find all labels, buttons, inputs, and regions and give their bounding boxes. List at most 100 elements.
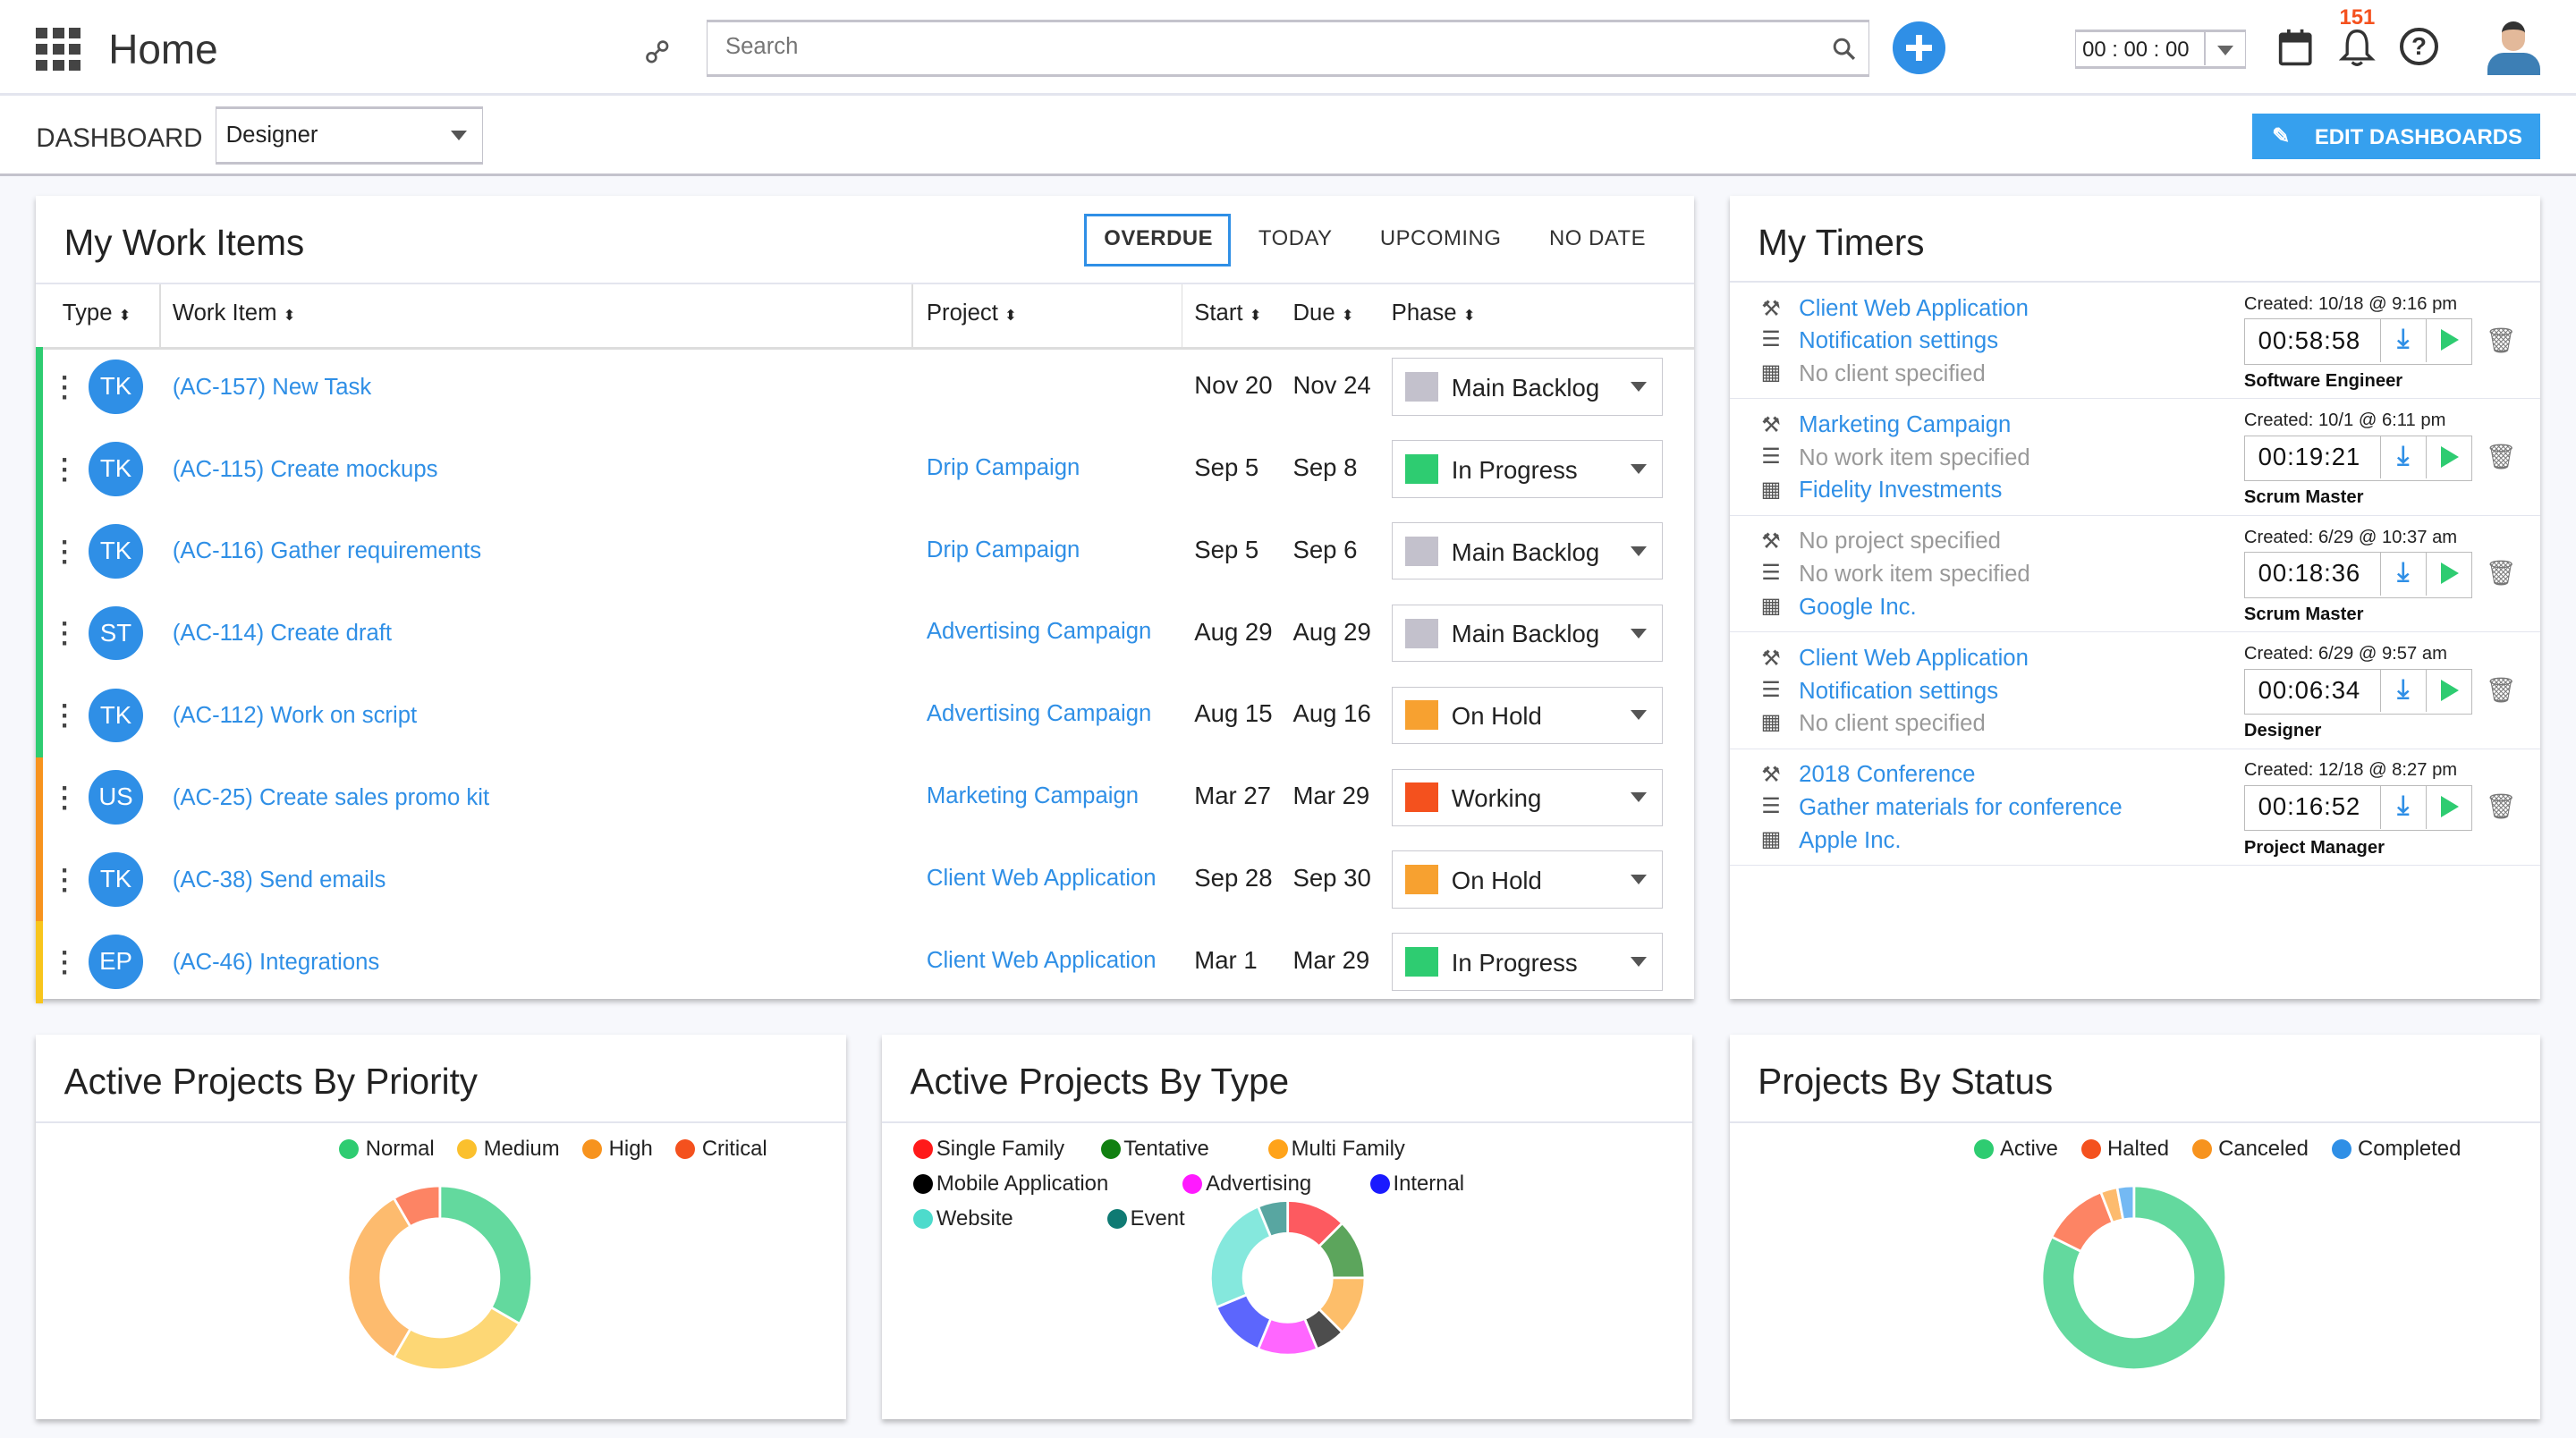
work-item-link[interactable]: (AC-112) Work on script <box>172 703 418 729</box>
table-row[interactable]: · · · ST (AC-114) Create draft Advertising… <box>36 593 1693 675</box>
trash-icon[interactable]: 🗑 <box>2485 792 2517 821</box>
timer-work-item[interactable]: Notification settings <box>1799 678 1999 704</box>
legend-item[interactable]: High <box>582 1137 653 1162</box>
legend-item[interactable]: Single Family <box>913 1137 1078 1162</box>
legend-item[interactable]: Active <box>1973 1137 2058 1162</box>
notification-count[interactable]: 151 <box>2339 4 2376 30</box>
assignee-avatar[interactable]: US <box>89 770 143 825</box>
timer-client[interactable]: Google Inc. <box>1799 594 1917 620</box>
column-header-due[interactable]: Due ⬍ <box>1292 300 1353 326</box>
start-timer-button[interactable] <box>2425 436 2470 479</box>
donut-slice-medium[interactable] <box>392 1306 522 1372</box>
donut-slice-event[interactable] <box>1257 1199 1290 1239</box>
tab-overdue[interactable] <box>1084 213 1231 266</box>
work-item-link[interactable]: (AC-116) Gather requirements <box>172 538 482 564</box>
tab-no-date[interactable]: NO DATE <box>1549 226 1647 251</box>
legend-item[interactable]: Event <box>1106 1206 1354 1231</box>
assignee-avatar[interactable]: TK <box>89 852 143 907</box>
trash-icon[interactable]: 🗑 <box>2485 326 2517 354</box>
assignee-avatar[interactable]: ST <box>89 605 143 661</box>
row-menu-icon[interactable]: · · · <box>60 609 70 659</box>
start-timer-button[interactable] <box>2425 553 2470 596</box>
save-time-button[interactable]: ⤓ <box>2379 319 2426 363</box>
start-timer-button[interactable] <box>2425 669 2470 713</box>
donut-slice-critical[interactable] <box>392 1184 442 1229</box>
legend-item[interactable]: Tentative <box>1100 1137 1246 1162</box>
legend-item[interactable]: Medium <box>457 1137 560 1162</box>
apps-grid-icon[interactable] <box>36 28 80 71</box>
add-button[interactable] <box>1892 21 1945 74</box>
phase-select[interactable]: In Progress <box>1391 440 1663 498</box>
edit-dashboards-button[interactable]: ✎ EDIT DASHBOARDS <box>2252 113 2540 160</box>
assignee-avatar[interactable]: EP <box>89 935 143 989</box>
work-item-link[interactable]: (AC-114) Create draft <box>172 621 393 647</box>
phase-select[interactable]: Main Backlog <box>1391 522 1663 580</box>
global-timer[interactable]: 00 : 00 : 00 <box>2074 30 2246 70</box>
row-menu-icon[interactable]: · · · <box>60 855 70 905</box>
bell-icon[interactable] <box>2339 28 2376 67</box>
row-menu-icon[interactable]: · · · <box>60 527 70 577</box>
donut-slice-completed[interactable] <box>2115 1184 2136 1222</box>
row-menu-icon[interactable]: · · · <box>60 444 70 495</box>
save-time-button[interactable]: ⤓ <box>2379 785 2426 829</box>
timer-project[interactable]: Client Web Application <box>1799 645 2029 671</box>
calendar-icon[interactable] <box>2277 28 2313 67</box>
search-icon[interactable] <box>1833 38 1856 61</box>
row-menu-icon[interactable]: · · · <box>60 937 70 987</box>
phase-select[interactable]: On Hold <box>1391 686 1663 744</box>
table-row[interactable]: · · · TK (AC-38) Send emails Client Web Ap… <box>36 839 1693 922</box>
work-item-link[interactable]: (AC-38) Send emails <box>172 867 386 892</box>
work-item-link[interactable]: (AC-157) New Task <box>172 374 372 400</box>
column-header-type[interactable]: Type ⬍ <box>63 300 131 326</box>
phase-select[interactable]: In Progress <box>1391 933 1663 991</box>
project-link[interactable]: Marketing Campaign <box>926 783 1140 809</box>
legend-item[interactable]: Completed <box>2331 1137 2461 1162</box>
column-header-work-item[interactable]: Work Item ⬍ <box>173 300 296 326</box>
legend-item[interactable]: Advertising <box>1182 1172 1347 1197</box>
column-header-phase[interactable]: Phase ⬍ <box>1392 300 1476 326</box>
row-menu-icon[interactable]: · · · <box>60 691 70 741</box>
donut-slice-website[interactable] <box>1209 1205 1273 1309</box>
legend-item[interactable]: Canceled <box>2191 1137 2309 1162</box>
donut-slice-high[interactable] <box>347 1196 413 1359</box>
phase-select[interactable]: Working <box>1391 768 1663 826</box>
save-time-button[interactable]: ⤓ <box>2379 669 2426 713</box>
row-menu-icon[interactable]: · · · <box>60 774 70 824</box>
dashboard-select[interactable]: Designer <box>215 106 483 165</box>
project-link[interactable]: Client Web Application <box>926 865 1157 891</box>
link-icon[interactable]: ⚯ <box>634 29 681 75</box>
search-input[interactable] <box>724 33 1793 60</box>
timer-client[interactable]: Fidelity Investments <box>1799 478 2003 503</box>
phase-select[interactable]: Main Backlog <box>1391 358 1663 416</box>
project-link[interactable]: Client Web Application <box>926 947 1157 973</box>
help-icon[interactable]: ? <box>2400 28 2438 66</box>
assignee-avatar[interactable]: TK <box>89 688 143 743</box>
timer-project[interactable]: Marketing Campaign <box>1799 412 2012 437</box>
project-link[interactable]: Advertising Campaign <box>926 701 1152 727</box>
tab-upcoming[interactable]: UPCOMING <box>1379 226 1502 251</box>
save-time-button[interactable]: ⤓ <box>2379 436 2426 479</box>
work-item-link[interactable]: (AC-46) Integrations <box>172 949 380 975</box>
project-link[interactable]: Drip Campaign <box>926 454 1080 480</box>
donut-slice-active[interactable] <box>2040 1184 2228 1372</box>
table-row[interactable]: · · · US (AC-25) Create sales promo kit Ma… <box>36 757 1693 840</box>
work-item-link[interactable]: (AC-115) Create mockups <box>172 456 438 482</box>
tab-today[interactable]: TODAY <box>1258 226 1333 251</box>
assignee-avatar[interactable]: TK <box>89 442 143 496</box>
table-row[interactable]: · · · TK (AC-157) New Task Nov 20 Nov 24 M… <box>36 346 1693 429</box>
phase-select[interactable]: On Hold <box>1391 850 1663 909</box>
legend-item[interactable]: Internal <box>1369 1172 1515 1197</box>
tab-overdue-label[interactable]: OVERDUE <box>1104 226 1214 251</box>
timer-work-item[interactable]: Gather materials for conference <box>1799 794 2123 820</box>
table-row[interactable]: · · · EP (AC-46) Integrations Client Web A… <box>36 921 1693 1004</box>
legend-item[interactable]: Multi Family <box>1267 1137 1439 1162</box>
save-time-button[interactable]: ⤓ <box>2379 553 2426 596</box>
project-link[interactable]: Drip Campaign <box>926 537 1080 563</box>
start-timer-button[interactable] <box>2425 785 2470 829</box>
phase-select[interactable]: Main Backlog <box>1391 604 1663 663</box>
legend-item[interactable]: Mobile Application <box>913 1172 1160 1197</box>
timer-dropdown-icon[interactable] <box>2216 45 2233 55</box>
column-header-project[interactable]: Project ⬍ <box>927 300 1017 326</box>
search-box[interactable] <box>706 20 1870 78</box>
table-row[interactable]: · · · TK (AC-116) Gather requirements Drip… <box>36 511 1693 594</box>
